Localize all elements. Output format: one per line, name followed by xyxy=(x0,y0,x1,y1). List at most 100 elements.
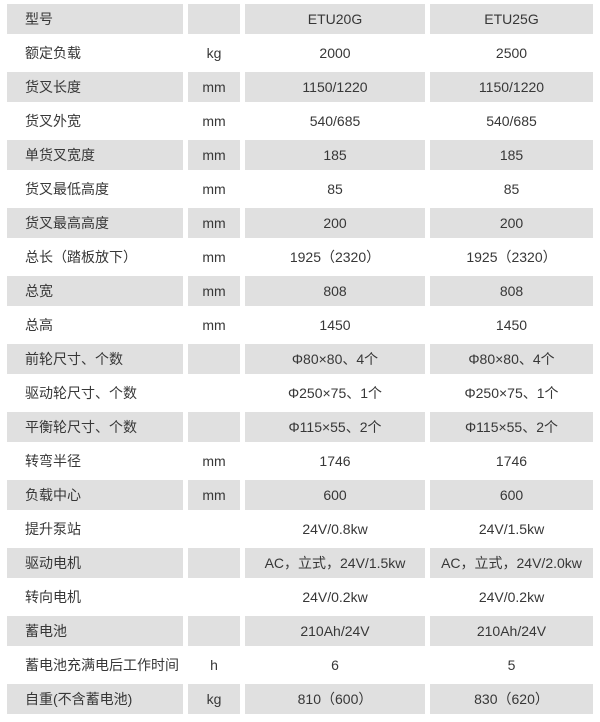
spec-label-cell: 蓄电池充满电后工作时间 xyxy=(7,650,183,680)
spec-unit-cell xyxy=(188,412,240,442)
table-row: 货叉最高高度 mm 200 200 xyxy=(7,208,593,238)
spec-unit-cell: mm xyxy=(188,208,240,238)
spec-etu25g-cell: 1746 xyxy=(430,446,593,476)
table-row: 驱动轮尺寸、个数 Φ250×75、1个 Φ250×75、1个 xyxy=(7,378,593,408)
table-row: 平衡轮尺寸、个数 Φ115×55、2个 Φ115×55、2个 xyxy=(7,412,593,442)
spec-etu25g-cell: 1450 xyxy=(430,310,593,340)
spec-label-cell: 货叉长度 xyxy=(7,72,183,102)
spec-unit-cell: mm xyxy=(188,242,240,272)
spec-label-cell: 总长（踏板放下） xyxy=(7,242,183,272)
spec-etu20g-cell: Φ250×75、1个 xyxy=(245,378,425,408)
spec-label-cell: 转向电机 xyxy=(7,582,183,612)
table-row: 总长（踏板放下） mm 1925（2320） 1925（2320） xyxy=(7,242,593,272)
table-row: 转向电机 24V/0.2kw 24V/0.2kw xyxy=(7,582,593,612)
spec-etu20g-cell: 1450 xyxy=(245,310,425,340)
spec-etu20g-cell: 210Ah/24V xyxy=(245,616,425,646)
spec-etu20g-cell: 85 xyxy=(245,174,425,204)
spec-etu20g-cell: 200 xyxy=(245,208,425,238)
table-row: 型号 ETU20G ETU25G xyxy=(7,4,593,34)
spec-unit-cell: mm xyxy=(188,72,240,102)
table-row: 单货叉宽度 mm 185 185 xyxy=(7,140,593,170)
spec-etu25g-cell: 2500 xyxy=(430,38,593,68)
spec-label-cell: 货叉最高高度 xyxy=(7,208,183,238)
spec-etu25g-cell: 5 xyxy=(430,650,593,680)
spec-etu20g-cell: 6 xyxy=(245,650,425,680)
spec-unit-cell: mm xyxy=(188,140,240,170)
spec-etu25g-cell: Φ115×55、2个 xyxy=(430,412,593,442)
spec-unit-cell xyxy=(188,548,240,578)
spec-etu25g-cell: Φ250×75、1个 xyxy=(430,378,593,408)
table-row: 货叉最低高度 mm 85 85 xyxy=(7,174,593,204)
spec-etu20g-cell: 2000 xyxy=(245,38,425,68)
spec-label-cell: 平衡轮尺寸、个数 xyxy=(7,412,183,442)
spec-etu25g-cell: 808 xyxy=(430,276,593,306)
spec-etu25g-cell: 1150/1220 xyxy=(430,72,593,102)
spec-etu25g-cell: 600 xyxy=(430,480,593,510)
spec-etu25g-cell: AC，立式，24V/2.0kw xyxy=(430,548,593,578)
spec-etu20g-cell: 808 xyxy=(245,276,425,306)
spec-etu25g-cell: 540/685 xyxy=(430,106,593,136)
spec-label-cell: 自重(不含蓄电池) xyxy=(7,684,183,714)
spec-label-cell: 型号 xyxy=(7,4,183,34)
spec-label-cell: 前轮尺寸、个数 xyxy=(7,344,183,374)
spec-etu20g-cell: 1150/1220 xyxy=(245,72,425,102)
spec-etu25g-cell: 24V/0.2kw xyxy=(430,582,593,612)
spec-label-cell: 单货叉宽度 xyxy=(7,140,183,170)
table-row: 蓄电池 210Ah/24V 210Ah/24V xyxy=(7,616,593,646)
spec-table-body: 型号 ETU20G ETU25G 额定负载 kg 2000 2500 货叉长度 mm 1150/1… xyxy=(7,4,593,714)
spec-unit-cell: kg xyxy=(188,38,240,68)
spec-etu25g-cell: 830（620） xyxy=(430,684,593,714)
spec-label-cell: 转弯半径 xyxy=(7,446,183,476)
table-row: 自重(不含蓄电池) kg 810（600） 830（620） xyxy=(7,684,593,714)
spec-etu20g-cell: 185 xyxy=(245,140,425,170)
table-row: 转弯半径 mm 1746 1746 xyxy=(7,446,593,476)
spec-unit-cell: mm xyxy=(188,174,240,204)
spec-label-cell: 蓄电池 xyxy=(7,616,183,646)
spec-etu25g-cell: 210Ah/24V xyxy=(430,616,593,646)
spec-etu25g-cell: 185 xyxy=(430,140,593,170)
spec-unit-cell xyxy=(188,4,240,34)
spec-unit-cell xyxy=(188,582,240,612)
table-row: 货叉外宽 mm 540/685 540/685 xyxy=(7,106,593,136)
table-row: 货叉长度 mm 1150/1220 1150/1220 xyxy=(7,72,593,102)
spec-etu20g-cell: 1925（2320） xyxy=(245,242,425,272)
spec-etu25g-cell: ETU25G xyxy=(430,4,593,34)
table-row: 前轮尺寸、个数 Φ80×80、4个 Φ80×80、4个 xyxy=(7,344,593,374)
spec-etu25g-cell: 24V/1.5kw xyxy=(430,514,593,544)
spec-unit-cell: mm xyxy=(188,276,240,306)
spec-unit-cell: mm xyxy=(188,106,240,136)
spec-etu20g-cell: 540/685 xyxy=(245,106,425,136)
spec-unit-cell: kg xyxy=(188,684,240,714)
spec-etu25g-cell: Φ80×80、4个 xyxy=(430,344,593,374)
spec-unit-cell xyxy=(188,378,240,408)
table-row: 驱动电机 AC，立式，24V/1.5kw AC，立式，24V/2.0kw xyxy=(7,548,593,578)
spec-label-cell: 货叉外宽 xyxy=(7,106,183,136)
spec-etu20g-cell: 810（600） xyxy=(245,684,425,714)
spec-unit-cell xyxy=(188,514,240,544)
table-row: 负载中心 mm 600 600 xyxy=(7,480,593,510)
spec-etu20g-cell: 24V/0.8kw xyxy=(245,514,425,544)
spec-unit-cell: mm xyxy=(188,446,240,476)
spec-etu20g-cell: ETU20G xyxy=(245,4,425,34)
spec-etu20g-cell: 24V/0.2kw xyxy=(245,582,425,612)
spec-etu20g-cell: 600 xyxy=(245,480,425,510)
spec-etu25g-cell: 1925（2320） xyxy=(430,242,593,272)
spec-label-cell: 提升泵站 xyxy=(7,514,183,544)
spec-label-cell: 货叉最低高度 xyxy=(7,174,183,204)
table-row: 总高 mm 1450 1450 xyxy=(7,310,593,340)
spec-label-cell: 额定负载 xyxy=(7,38,183,68)
spec-label-cell: 负载中心 xyxy=(7,480,183,510)
spec-etu20g-cell: Φ115×55、2个 xyxy=(245,412,425,442)
table-row: 总宽 mm 808 808 xyxy=(7,276,593,306)
table-row: 额定负载 kg 2000 2500 xyxy=(7,38,593,68)
spec-etu20g-cell: 1746 xyxy=(245,446,425,476)
spec-label-cell: 总高 xyxy=(7,310,183,340)
spec-unit-cell: mm xyxy=(188,310,240,340)
table-row: 提升泵站 24V/0.8kw 24V/1.5kw xyxy=(7,514,593,544)
spec-label-cell: 驱动轮尺寸、个数 xyxy=(7,378,183,408)
spec-unit-cell: mm xyxy=(188,480,240,510)
spec-label-cell: 驱动电机 xyxy=(7,548,183,578)
spec-label-cell: 总宽 xyxy=(7,276,183,306)
spec-unit-cell: h xyxy=(188,650,240,680)
